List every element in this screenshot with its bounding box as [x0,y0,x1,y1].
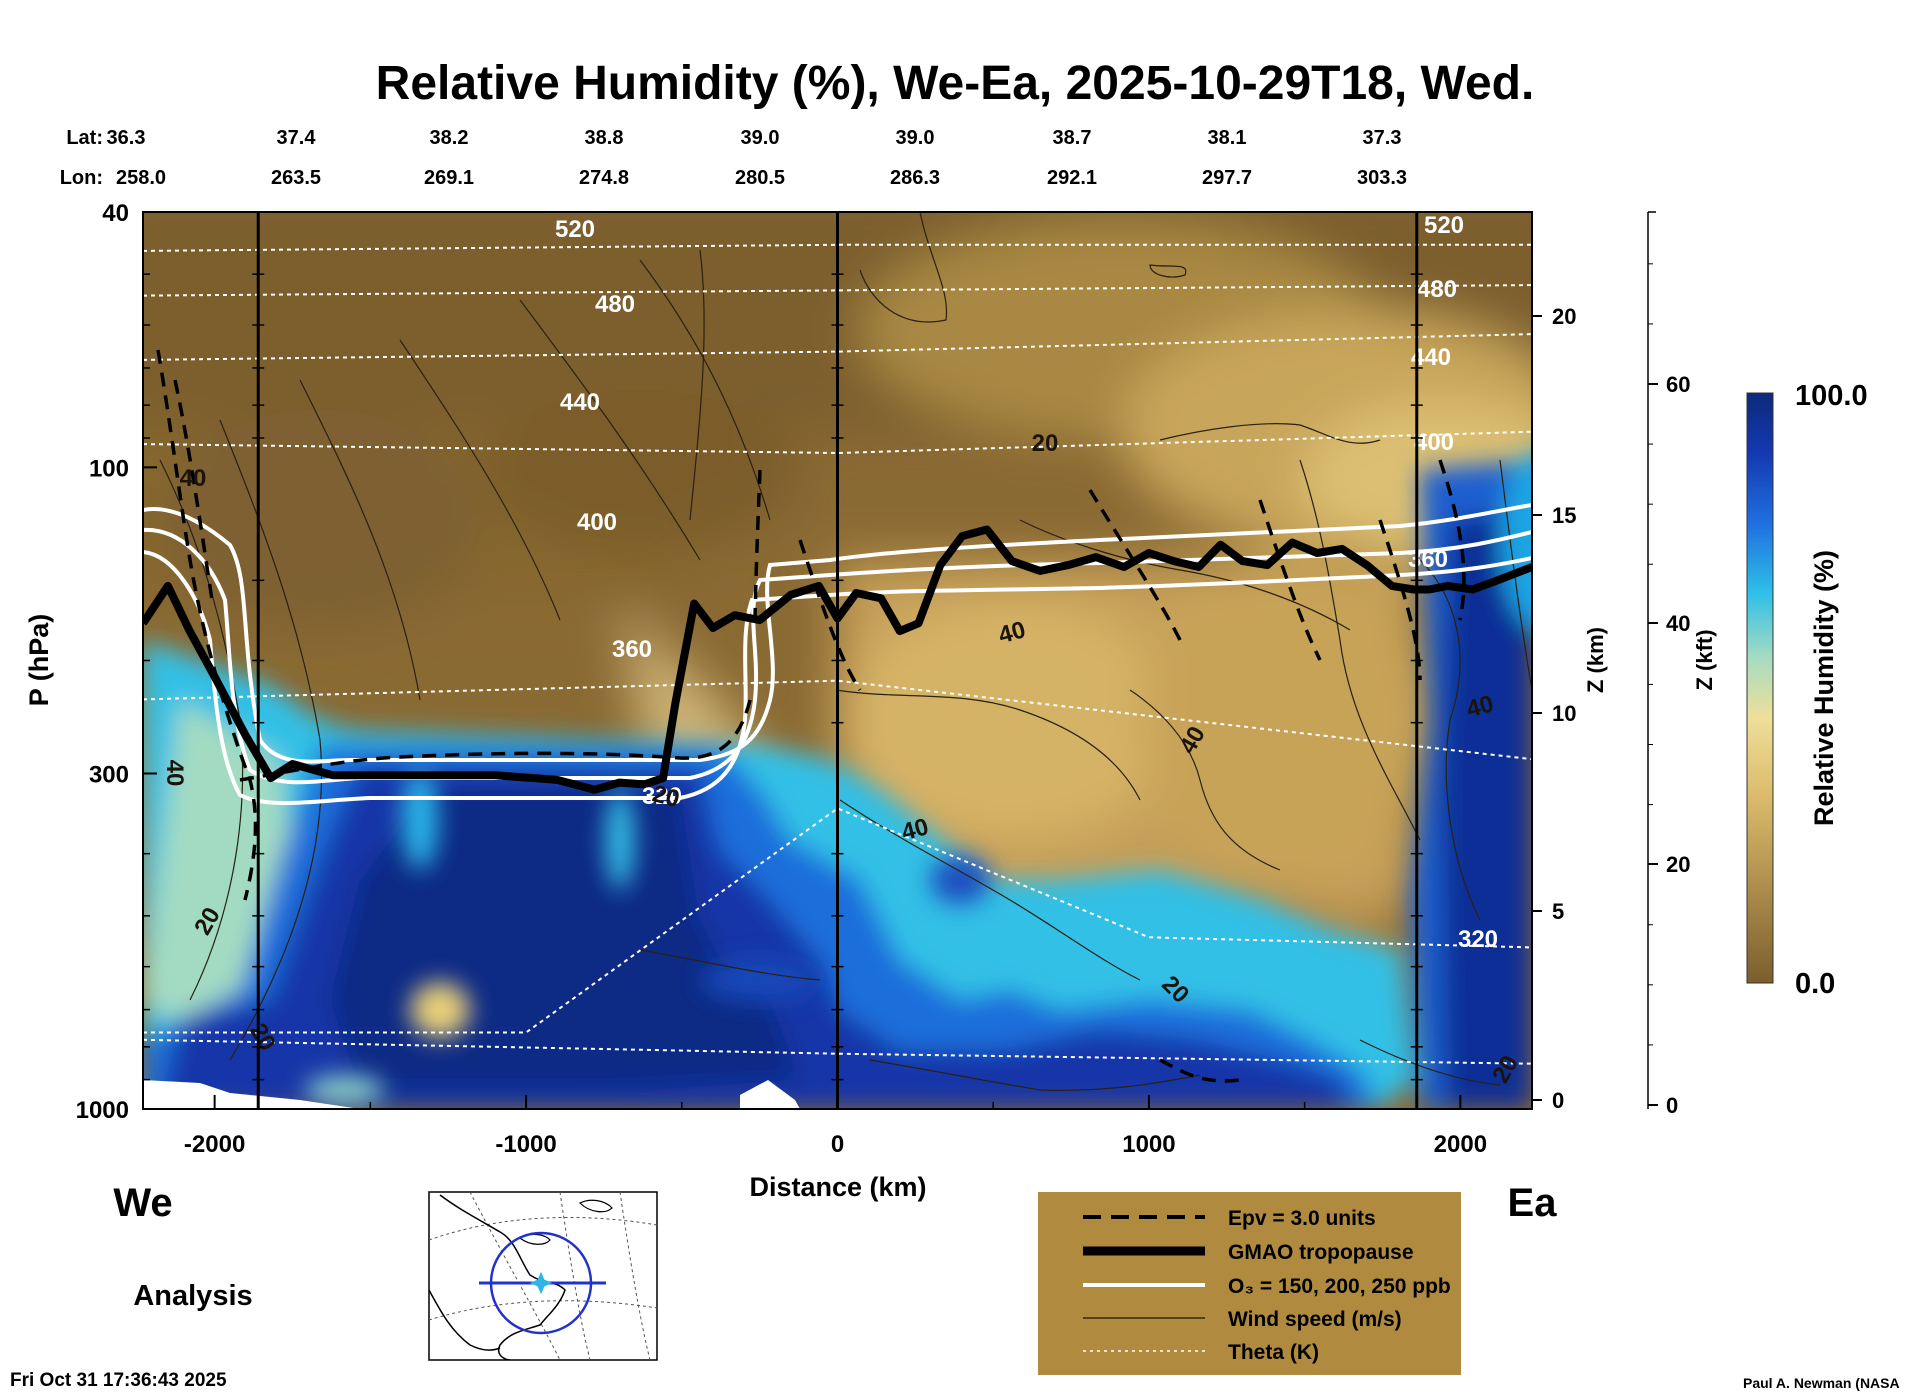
theta-label: 400 [577,509,617,536]
chart-title: Relative Humidity (%), We-Ea, 2025-10-29… [376,57,1535,110]
lat-value: 38.7 [1053,127,1092,149]
lon-value: 292.1 [1047,167,1097,189]
x-axis-label: Distance (km) [749,1172,926,1202]
gmao-tropopause-line [143,525,1532,794]
y-axis-pressure: 40 100 300 1000 [76,200,157,1124]
lon-value: 286.3 [890,167,940,189]
y-tick-label: 40 [102,200,129,227]
timestamp: Fri Oct 31 17:36:43 2025 [10,1370,227,1391]
east-end-label: Ea [1508,1181,1558,1225]
legend-label: O₃ = 150, 200, 250 ppb [1228,1275,1451,1298]
ozone-contours [143,503,1532,806]
locator-map [428,1191,658,1361]
z-kft-tick-label: 40 [1666,611,1690,636]
x-axis: -2000 -1000 0 1000 2000 [184,1095,1487,1158]
y-axis-label: P (hPa) [24,614,54,707]
theta-label: 480 [1417,276,1457,303]
lat-value: 36.3 [107,127,146,149]
z-km-tick-label: 15 [1552,503,1576,528]
west-end-label: We [113,1181,172,1225]
lon-value: 297.7 [1202,167,1252,189]
x-tick-label: 2000 [1434,1131,1487,1158]
x-tick-label: 1000 [1122,1131,1175,1158]
theta-label: 320 [642,783,682,810]
theta-label: 480 [595,291,635,318]
legend: Epv = 3.0 units GMAO tropopause O₃ = 150, … [1038,1192,1461,1375]
z-kft-tick-label: 0 [1666,1093,1678,1118]
theta-label: 520 [1424,212,1464,239]
z-km-tick-label: 0 [1552,1088,1564,1113]
colorbar-max-label: 100.0 [1795,380,1868,412]
y-axis-z-kft: 0 20 40 60 [1647,211,1690,1118]
lat-value: 38.8 [585,127,624,149]
z-km-tick-label: 10 [1552,701,1576,726]
legend-label: Epv = 3.0 units [1228,1207,1376,1230]
z-km-axis-label: Z (km) [1583,627,1608,693]
y-axis-z-km: 0 5 10 15 20 [1532,304,1576,1113]
theta-label: 360 [1408,546,1448,573]
wind-speed-label: 20 [1032,430,1059,457]
lat-value: 38.2 [430,127,469,149]
theta-label: 360 [612,636,652,663]
colorbar-min-label: 0.0 [1795,968,1835,1000]
lat-lon-labels: 36.3 37.4 38.2 38.8 39.0 39.0 38.7 38.1 37.3 258.… [107,127,1408,189]
z-km-tick-label: 5 [1552,899,1564,924]
theta-label: 320 [1458,926,1498,953]
x-tick-label: -2000 [184,1131,245,1158]
lon-value: 274.8 [579,167,629,189]
rh-field [143,212,1532,1109]
lat-value: 37.4 [277,127,317,149]
z-km-tick-label: 20 [1552,304,1576,329]
lon-value: 303.3 [1357,167,1407,189]
theta-label: 400 [1414,429,1454,456]
theta-contours [143,243,1532,1065]
theta-label: 440 [560,389,600,416]
lat-value: 37.3 [1363,127,1402,149]
lon-row-label: Lon: [60,167,103,189]
theta-label: 520 [555,216,595,243]
z-kft-axis-label: Z (kft) [1692,629,1717,690]
product-label: Analysis [133,1280,252,1312]
y-tick-label: 1000 [76,1097,129,1124]
lat-value: 39.0 [896,127,935,149]
lat-value: 39.0 [741,127,780,149]
lon-value: 258.0 [116,167,166,189]
reference-lines [252,212,1423,1109]
wind-speed-label: 40 [161,760,188,787]
legend-label: Wind speed (m/s) [1228,1308,1402,1331]
theta-isentrope [143,679,1532,761]
lon-value: 280.5 [735,167,785,189]
credit: Paul A. Newman (NASA [1743,1375,1900,1391]
epv-contours [156,349,1466,1083]
legend-label: Theta (K) [1228,1341,1319,1364]
z-kft-tick-label: 20 [1666,852,1690,877]
colorbar-label: Relative Humidity (%) [1809,550,1839,826]
y-tick-label: 100 [89,455,129,482]
lat-value: 38.1 [1208,127,1247,149]
y-tick-label: 300 [89,761,129,788]
legend-label: GMAO tropopause [1228,1241,1414,1264]
z-kft-tick-label: 60 [1666,372,1690,397]
lon-value: 263.5 [271,167,321,189]
lat-row-label: Lat: [66,127,103,149]
wind-speed-label: 40 [180,465,207,492]
x-tick-label: 0 [831,1131,844,1158]
x-tick-label: -1000 [495,1131,556,1158]
colorbar [1746,392,1774,984]
lon-value: 269.1 [424,167,474,189]
